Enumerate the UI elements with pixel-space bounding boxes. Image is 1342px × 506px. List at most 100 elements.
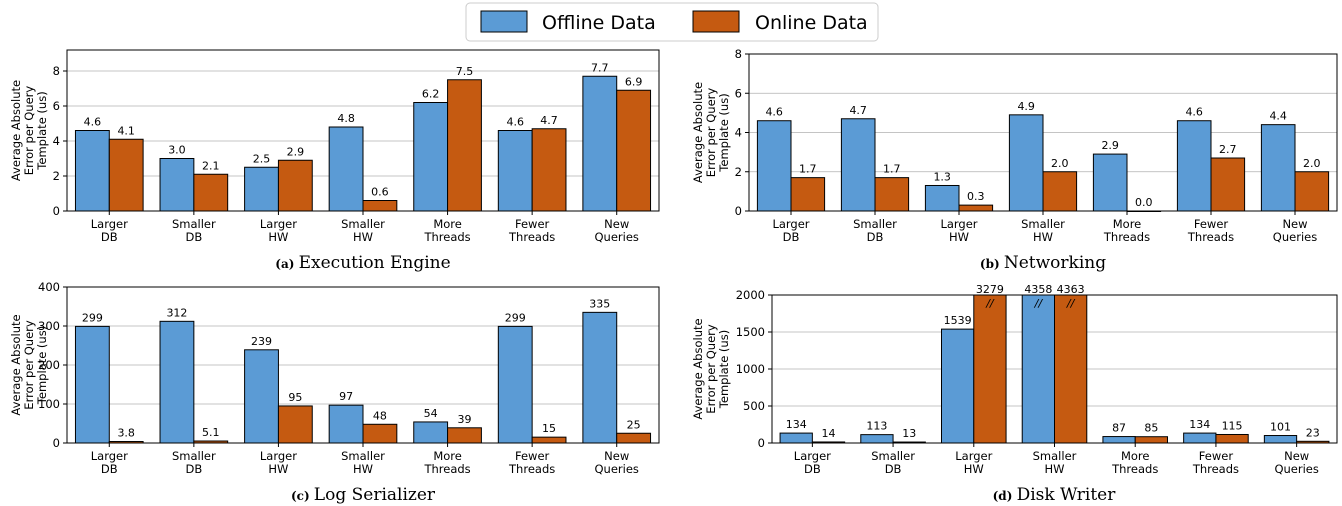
value-label-offline-2: 1.3 bbox=[933, 170, 951, 183]
y-tick-label: 300 bbox=[38, 319, 60, 333]
bar-online-2 bbox=[277, 405, 313, 444]
y-tick-label: 8 bbox=[53, 64, 60, 78]
value-label-online-4: 39 bbox=[457, 413, 471, 426]
value-label-online-2: 95 bbox=[288, 391, 302, 404]
bar-offline-0 bbox=[74, 130, 110, 212]
x-tick-label: Larger bbox=[794, 449, 831, 463]
value-label-offline-4: 87 bbox=[1112, 422, 1126, 435]
value-label-online-2: 2.9 bbox=[287, 145, 305, 158]
bar-online-3 bbox=[1054, 294, 1088, 444]
x-tick-label: Larger bbox=[260, 449, 297, 463]
x-tick-label: More bbox=[1121, 449, 1150, 463]
x-tick-label: New bbox=[1282, 217, 1307, 231]
y-axis-label: Error per Query bbox=[704, 324, 718, 414]
panel-networking: 4.61.7LargerDB4.71.7SmallerDB1.30.3Large… bbox=[691, 47, 1338, 273]
legend-swatch-online bbox=[692, 10, 740, 33]
value-label-offline-2: 2.5 bbox=[253, 152, 271, 165]
x-tick-label: Smaller bbox=[341, 449, 385, 463]
value-label-online-3: 2.0 bbox=[1051, 157, 1069, 170]
bar-offline-0 bbox=[756, 120, 792, 212]
value-label-offline-4: 6.2 bbox=[422, 88, 440, 101]
value-label-online-6: 6.9 bbox=[625, 75, 643, 88]
panel-execution-engine: 4.64.1LargerDB3.02.1SmallerDB2.52.9Large… bbox=[9, 49, 660, 273]
y-tick-label: 1000 bbox=[736, 362, 765, 376]
bar-offline-3 bbox=[1021, 294, 1056, 444]
y-tick-label: 6 bbox=[53, 99, 60, 113]
x-tick-label: Smaller bbox=[1033, 449, 1077, 463]
y-tick-label: 500 bbox=[743, 399, 765, 413]
bar-offline-4 bbox=[1102, 436, 1136, 444]
x-tick-label: More bbox=[433, 217, 462, 231]
x-tick-label: Smaller bbox=[172, 217, 216, 231]
value-label-online-6: 2.0 bbox=[1303, 157, 1321, 170]
x-tick-label: HW bbox=[268, 230, 288, 244]
x-tick-label: HW bbox=[949, 230, 969, 244]
value-label-offline-5: 4.6 bbox=[1185, 106, 1203, 119]
x-tick-label: HW bbox=[1044, 462, 1064, 476]
x-tick-label: HW bbox=[964, 462, 984, 476]
bar-offline-6 bbox=[582, 311, 618, 444]
value-label-offline-2: 1539 bbox=[944, 314, 972, 327]
value-label-offline-4: 54 bbox=[424, 407, 438, 420]
value-label-offline-2: 239 bbox=[251, 335, 272, 348]
bar-online-1 bbox=[193, 173, 229, 212]
value-label-online-4: 7.5 bbox=[456, 65, 474, 78]
value-label-online-5: 15 bbox=[542, 422, 556, 435]
x-tick-label: HW bbox=[268, 462, 288, 476]
value-label-online-1: 1.7 bbox=[883, 163, 901, 176]
panel-log-serializer: 2993.8LargerDB3125.1SmallerDB23995Larger… bbox=[9, 280, 660, 505]
value-label-online-5: 4.7 bbox=[540, 114, 558, 127]
value-label-offline-6: 335 bbox=[589, 297, 610, 310]
x-tick-label: Threads bbox=[1187, 230, 1234, 244]
panel-caption: (c) Log Serializer bbox=[291, 485, 436, 505]
x-tick-label: HW bbox=[1033, 230, 1053, 244]
x-tick-label: Larger bbox=[260, 217, 297, 231]
bar-offline-1 bbox=[159, 320, 195, 444]
x-tick-label: Threads bbox=[1103, 230, 1150, 244]
x-tick-label: Queries bbox=[1273, 230, 1317, 244]
panel-title: Execution Engine bbox=[299, 253, 451, 273]
y-axis-label: Template (us) bbox=[717, 93, 731, 172]
x-tick-label: Queries bbox=[595, 230, 639, 244]
panel-title: Disk Writer bbox=[1017, 485, 1117, 505]
y-axis-label: Average Absolute bbox=[9, 314, 23, 415]
panel-letter: (a) bbox=[275, 257, 298, 271]
panel-disk-writer: 13414LargerDB11313SmallerDB15393279//Lar… bbox=[691, 283, 1338, 505]
bar-offline-2 bbox=[924, 184, 960, 212]
value-label-online-3: 48 bbox=[373, 409, 387, 422]
value-label-offline-0: 4.6 bbox=[84, 116, 102, 129]
y-axis-label: Template (us) bbox=[35, 91, 49, 170]
x-tick-label: Smaller bbox=[341, 217, 385, 231]
bar-offline-4 bbox=[413, 421, 449, 444]
value-label-online-0: 4.1 bbox=[117, 124, 135, 137]
value-label-offline-5: 134 bbox=[1189, 418, 1210, 431]
bar-online-2 bbox=[958, 204, 994, 212]
x-tick-label: More bbox=[1113, 217, 1142, 231]
x-tick-label: DB bbox=[101, 230, 118, 244]
value-label-offline-3: 4.9 bbox=[1017, 100, 1035, 113]
panel-caption: (b) Networking bbox=[980, 253, 1106, 273]
x-tick-label: New bbox=[604, 449, 629, 463]
x-tick-label: Threads bbox=[508, 230, 555, 244]
value-label-online-0: 14 bbox=[822, 427, 836, 440]
y-tick-label: 8 bbox=[735, 47, 742, 61]
x-tick-label: Larger bbox=[91, 449, 128, 463]
y-axis-label: Template (us) bbox=[35, 326, 49, 405]
bar-offline-1 bbox=[860, 434, 894, 444]
panel-letter: (c) bbox=[291, 489, 314, 503]
y-axis-label: Error per Query bbox=[22, 86, 36, 176]
value-label-online-0: 3.8 bbox=[117, 427, 135, 440]
y-axis-label: Error per Query bbox=[22, 320, 36, 410]
value-label-offline-3: 97 bbox=[339, 390, 353, 403]
break-marker: // bbox=[1066, 297, 1076, 310]
bar-offline-3 bbox=[1008, 114, 1044, 212]
x-tick-label: Larger bbox=[940, 217, 977, 231]
value-label-offline-6: 4.4 bbox=[1269, 110, 1287, 123]
x-tick-label: New bbox=[604, 217, 629, 231]
y-tick-label: 0 bbox=[53, 436, 60, 450]
x-tick-label: HW bbox=[353, 462, 373, 476]
bar-offline-0 bbox=[779, 432, 813, 444]
bar-online-6 bbox=[616, 89, 652, 212]
bar-offline-3 bbox=[328, 126, 364, 212]
value-label-online-4: 0.0 bbox=[1135, 196, 1153, 209]
